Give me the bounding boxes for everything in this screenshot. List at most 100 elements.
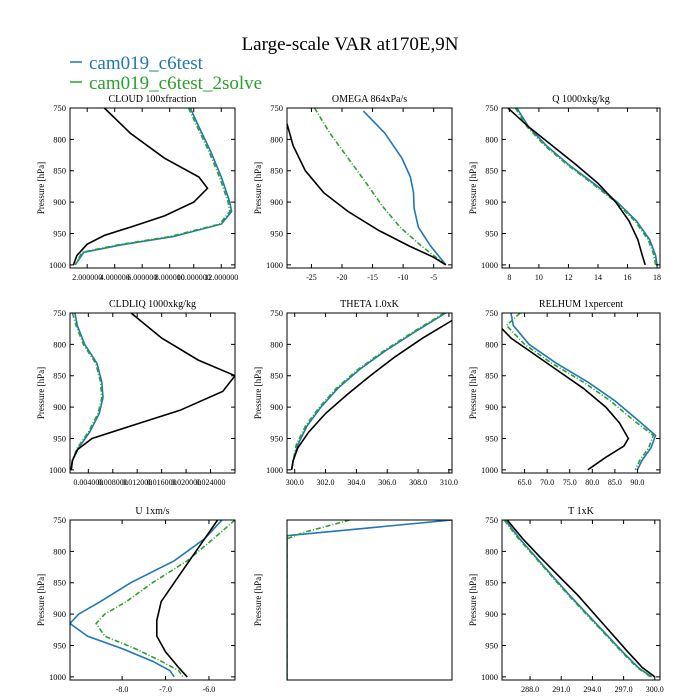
theta-frame — [286, 312, 453, 474]
u-ylabel: Pressure [hPa] — [36, 574, 46, 626]
blank-ylabel: Pressure [hPa] — [253, 574, 263, 626]
q-xtick-label: 8 — [507, 273, 511, 282]
panels: CLOUD 100xfraction 750 800 850 900 950 1000 2.0… — [36, 94, 664, 694]
t-ytick-label: 950 — [485, 640, 498, 650]
cloud-series-1 — [74, 108, 233, 266]
panel-omega: OMEGA 864xPa/s 750 800 850 900 950 1000 -25 -20 -… — [253, 94, 453, 282]
cloud-ytick-label: 750 — [53, 103, 66, 113]
theta-series-3 — [290, 319, 452, 471]
omega-title: OMEGA 864xPa/s — [332, 94, 407, 105]
panel-cloud: CLOUD 100xfraction 750 800 850 900 950 1000 2.0… — [36, 94, 238, 282]
omega-xtick-label: -20 — [337, 273, 348, 282]
cldliq-ylabel: Pressure [hPa] — [36, 367, 46, 419]
t-xtick-label: 291.0 — [552, 685, 570, 694]
omega-ytick-label: 850 — [270, 166, 283, 176]
relhum-series-1 — [510, 313, 657, 471]
omega-ytick-label: 750 — [270, 103, 283, 113]
cldliq-ytick-label: 850 — [53, 371, 66, 381]
panel-relhum: RELHUM 1xpercent 750 800 850 900 950 1000 65.0 7… — [468, 299, 661, 487]
u-title: U 1xm/s — [135, 506, 169, 517]
cloud-ytick-label: 850 — [53, 166, 66, 176]
relhum-ytick-label: 900 — [485, 402, 498, 412]
cldliq-xtick-label: 0.004000 — [73, 478, 103, 487]
u-ytick-label: 900 — [53, 609, 66, 619]
panel-blank: Pressure [hPa] — [253, 519, 453, 681]
cldliq-ytick-label: 800 — [53, 339, 66, 349]
omega-ytick-label: 1000 — [266, 260, 283, 270]
cldliq-ytick-label: 750 — [53, 308, 66, 318]
cldliq-series-3 — [70, 313, 235, 471]
theta-title: THETA 1.0xK — [340, 299, 399, 310]
q-ytick-label: 1000 — [481, 260, 498, 270]
u-series-2 — [95, 520, 235, 678]
theta-xtick-label: 308.0 — [409, 478, 427, 487]
u-xtick-label: -6.0 — [203, 685, 216, 694]
cldliq-xtick-label: 0.012000 — [122, 478, 152, 487]
relhum-ytick-label: 750 — [485, 308, 498, 318]
relhum-ytick-label: 800 — [485, 339, 498, 349]
t-ytick-label: 850 — [485, 578, 498, 588]
theta-series-1 — [290, 313, 447, 471]
q-ytick-label: 900 — [485, 197, 498, 207]
theta-xtick-label: 310.0 — [440, 478, 458, 487]
panel-u: U 1xm/s 750 800 850 900 950 1000 -8.0 -7.0 -6.0 Pr… — [36, 506, 236, 694]
cloud-ytick-label: 950 — [53, 228, 66, 238]
u-ytick-label: 1000 — [49, 672, 66, 682]
omega-ytick-label: 900 — [270, 197, 283, 207]
cldliq-ytick-label: 950 — [53, 433, 66, 443]
t-series-2 — [503, 520, 652, 678]
relhum-xtick-label: 90.0 — [630, 478, 644, 487]
q-ytick-label: 750 — [485, 103, 498, 113]
cldliq-series-1 — [70, 313, 104, 471]
cloud-ytick-label: 800 — [53, 134, 66, 144]
cloud-xtick-label: 6.000000 — [127, 273, 157, 282]
q-xtick-label: 16 — [624, 273, 632, 282]
theta-xtick-label: 306.0 — [378, 478, 396, 487]
relhum-xtick-label: 80.0 — [585, 478, 599, 487]
cldliq-xtick-label: 0.016000 — [147, 478, 177, 487]
u-xtick-label: -7.0 — [159, 685, 172, 694]
omega-series-3 — [287, 123, 447, 266]
theta-xtick-label: 300.0 — [286, 478, 304, 487]
u-ytick-label: 750 — [53, 515, 66, 525]
cloud-xtick-label: 4.000000 — [100, 273, 130, 282]
relhum-ytick-label: 850 — [485, 371, 498, 381]
relhum-ytick-label: 950 — [485, 433, 498, 443]
relhum-xtick-label: 85.0 — [608, 478, 622, 487]
q-ytick-label: 850 — [485, 166, 498, 176]
t-series-3 — [506, 520, 656, 678]
u-series-1 — [70, 520, 223, 678]
q-ylabel: Pressure [hPa] — [468, 162, 478, 214]
u-frame — [69, 519, 236, 681]
omega-ytick-label: 950 — [270, 228, 283, 238]
theta-ytick-label: 950 — [270, 433, 283, 443]
u-series-3 — [156, 520, 219, 678]
relhum-xtick-label: 65.0 — [518, 478, 532, 487]
u-xtick-label: -8.0 — [116, 685, 129, 694]
t-ytick-label: 750 — [485, 515, 498, 525]
cloud-series-3 — [72, 108, 209, 266]
figure-title: Large-scale VAR at170E,9N — [242, 34, 459, 55]
relhum-title: RELHUM 1xpercent — [539, 299, 623, 310]
q-title: Q 1000xkg/kg — [552, 94, 610, 105]
u-ytick-label: 800 — [53, 546, 66, 556]
q-ytick-label: 800 — [485, 134, 498, 144]
theta-ytick-label: 900 — [270, 402, 283, 412]
blank-series-1 — [287, 520, 452, 680]
legend-label-1: cam019_c6test — [89, 53, 204, 74]
cldliq-title: CLDLIQ 1000xkg/kg — [109, 299, 196, 310]
panel-t: T 1xK 750 800 850 900 950 1000 288.0 291.0 294.0 2… — [468, 506, 664, 694]
theta-ytick-label: 800 — [270, 339, 283, 349]
omega-ylabel: Pressure [hPa] — [253, 162, 263, 214]
theta-xtick-label: 302.0 — [317, 478, 335, 487]
blank-series-2 — [287, 520, 350, 680]
omega-xtick-label: -25 — [306, 273, 317, 282]
omega-frame — [286, 107, 453, 269]
q-series-2 — [514, 108, 657, 266]
cldliq-ytick-label: 1000 — [49, 465, 66, 475]
legend: cam019_c6test cam019_c6test_2solve — [70, 53, 262, 94]
u-ytick-label: 950 — [53, 640, 66, 650]
q-xtick-label: 14 — [594, 273, 602, 282]
cldliq-xtick-label: 0.024000 — [196, 478, 226, 487]
